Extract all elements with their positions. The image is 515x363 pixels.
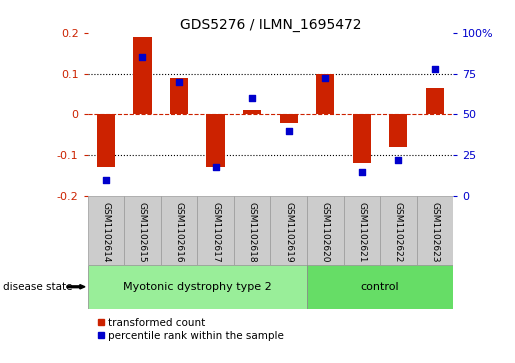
Title: GDS5276 / ILMN_1695472: GDS5276 / ILMN_1695472: [180, 18, 361, 32]
Text: GSM1102623: GSM1102623: [431, 201, 439, 262]
Bar: [133, 37, 151, 114]
Bar: [270, 196, 307, 265]
Bar: [417, 196, 453, 265]
Text: GSM1102614: GSM1102614: [101, 201, 110, 262]
Point: [102, 177, 110, 183]
Bar: [97, 114, 115, 167]
Text: control: control: [360, 282, 399, 292]
Bar: [380, 196, 417, 265]
Bar: [344, 196, 380, 265]
Point: [284, 128, 293, 134]
Bar: [170, 78, 188, 114]
Point: [248, 95, 256, 101]
Point: [321, 76, 330, 81]
Point: [357, 168, 366, 174]
Bar: [197, 196, 234, 265]
Bar: [207, 114, 225, 167]
Bar: [389, 114, 407, 147]
Legend: transformed count, percentile rank within the sample: transformed count, percentile rank withi…: [93, 314, 288, 345]
Bar: [353, 114, 371, 163]
Text: GSM1102619: GSM1102619: [284, 201, 293, 262]
Point: [175, 79, 183, 85]
Text: GSM1102616: GSM1102616: [175, 201, 183, 262]
Text: GSM1102618: GSM1102618: [248, 201, 256, 262]
Point: [211, 164, 219, 170]
Point: [394, 157, 402, 163]
Point: [431, 66, 439, 72]
Bar: [124, 196, 161, 265]
Bar: [307, 265, 453, 309]
Text: Myotonic dystrophy type 2: Myotonic dystrophy type 2: [123, 282, 271, 292]
Point: [138, 54, 147, 60]
Text: GSM1102621: GSM1102621: [357, 201, 366, 262]
Text: GSM1102620: GSM1102620: [321, 201, 330, 262]
Bar: [307, 196, 344, 265]
Text: GSM1102615: GSM1102615: [138, 201, 147, 262]
Bar: [234, 196, 270, 265]
Bar: [426, 88, 444, 114]
Text: GSM1102617: GSM1102617: [211, 201, 220, 262]
Bar: [280, 114, 298, 122]
Text: GSM1102622: GSM1102622: [394, 201, 403, 262]
Bar: [243, 110, 261, 114]
Bar: [161, 196, 197, 265]
Bar: [316, 73, 334, 114]
Bar: [88, 196, 124, 265]
Bar: [88, 265, 307, 309]
Text: disease state: disease state: [3, 282, 72, 292]
